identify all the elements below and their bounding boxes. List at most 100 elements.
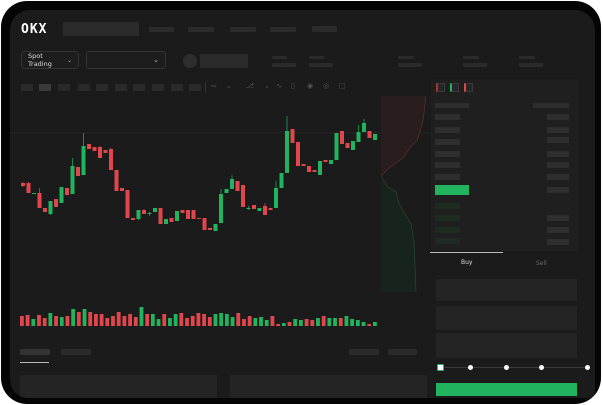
volume-bar [71,309,76,326]
price-input[interactable] [436,279,577,301]
bottom-action[interactable] [388,349,417,355]
coin-icon [183,54,197,68]
volume-bar [236,313,241,326]
divider [205,82,206,92]
volume-bar [350,319,355,326]
timeframe-button[interactable] [133,84,145,91]
order-amount [547,187,569,193]
candle [37,188,42,208]
slider-step[interactable] [504,365,509,370]
timeframe-button[interactable] [21,84,33,91]
timeframe-button[interactable] [189,84,201,91]
volume-bar [111,316,115,326]
candle [202,218,207,230]
stat-value [398,63,422,67]
ask-price[interactable] [435,174,460,180]
camera-icon[interactable]: ◉ [307,82,314,90]
timeframe-button[interactable] [171,84,183,91]
candle-body [87,144,91,149]
tab-open-orders[interactable] [20,349,50,355]
ask-price[interactable] [435,151,460,157]
bid-price[interactable] [435,238,460,244]
slider-step[interactable] [468,365,473,370]
candle [219,189,223,223]
tab-buy[interactable]: Buy [461,259,473,266]
active-tab-underline [20,362,49,363]
volume-bar [367,324,372,326]
trading-mode-select[interactable]: Spot Trading ⌄ [21,51,79,69]
order-amount [547,127,569,133]
tab-sell[interactable]: Sell [536,260,547,267]
nav-item[interactable] [312,26,337,32]
timeframe-button[interactable] [96,84,108,91]
depth-chart [381,96,426,292]
tab-order-history[interactable] [61,349,91,355]
timeframe-button[interactable] [58,84,70,91]
candle-body [356,132,361,142]
nav-item[interactable] [230,27,256,32]
ask-price[interactable] [435,127,460,133]
nav-item[interactable] [188,27,214,32]
candle-body [169,218,174,222]
ruler-icon[interactable]: ▯ [291,82,295,90]
candle [109,148,113,170]
orderbook-bids-icon[interactable] [450,83,459,92]
orderbook-both-icon[interactable] [436,83,445,92]
amount-input[interactable] [436,306,577,330]
chevron-down-icon[interactable]: ⌄ [264,82,270,90]
timeframe-button[interactable] [78,84,90,91]
candle [125,190,130,218]
candle [208,228,212,230]
slider-handle[interactable] [437,364,444,371]
indicator-icon[interactable]: ∾ [211,82,217,90]
chevron-down-icon[interactable]: ⌄ [226,82,232,90]
timeframe-button-active[interactable] [39,84,51,91]
nav-item[interactable] [149,27,174,32]
timeframe-button[interactable] [152,84,164,91]
candle-body [147,213,152,214]
slider-step[interactable] [585,365,590,370]
volume-bar [344,316,349,326]
leverage-slider-track[interactable] [440,367,588,368]
candle [186,210,190,219]
volume-bar [54,316,58,326]
candle [290,129,295,143]
bids-depth-area [381,176,416,292]
fullscreen-icon[interactable]: □ [339,82,346,90]
candle [323,160,328,162]
okx-logo[interactable]: OKX [21,22,48,37]
volume-bar [105,318,110,326]
candle-body [307,166,311,172]
ask-price[interactable] [435,162,460,168]
orderbook-asks-icon[interactable] [464,83,473,92]
candle-body [164,219,168,224]
search-bar[interactable] [63,22,139,36]
pair-select[interactable]: ⌄ [86,51,166,69]
ask-price[interactable] [435,139,460,145]
bid-price[interactable] [435,227,460,233]
buy-button[interactable] [436,383,577,396]
ask-price[interactable] [435,114,460,120]
bottom-action[interactable] [349,349,379,355]
candle-body [70,166,75,194]
volume-bar [37,315,41,326]
candle [318,161,322,175]
bid-price[interactable] [435,215,460,221]
bid-price[interactable] [435,203,460,209]
volume-bar [355,320,360,326]
order-amount [547,215,569,221]
line-tool-icon[interactable]: ⎇ [246,82,255,90]
assets-panel [230,375,427,398]
candle-body [59,187,64,203]
nav-item[interactable] [270,27,296,32]
candle-body [246,208,251,209]
volume-bar [145,314,150,326]
slider-step[interactable] [539,365,544,370]
total-input[interactable] [436,333,577,358]
wave-icon[interactable]: ∿ [276,82,282,90]
settings-icon[interactable]: ◎ [323,82,330,90]
candlestick-chart[interactable] [10,10,430,340]
volume-bar [48,313,53,326]
candle [54,199,58,207]
timeframe-button[interactable] [115,84,127,91]
